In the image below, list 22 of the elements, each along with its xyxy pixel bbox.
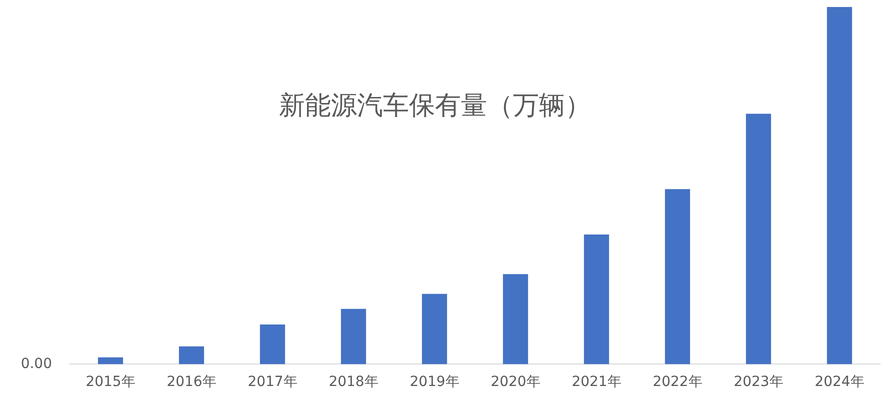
x-tick-label: 2020年	[490, 374, 540, 390]
bar	[826, 7, 852, 364]
x-tick-label: 2017年	[248, 374, 298, 390]
x-tick-label: 2019年	[410, 374, 460, 390]
x-tick-label: 2018年	[328, 374, 378, 390]
x-tick-label: 2016年	[166, 374, 216, 390]
x-tick-label: 2022年	[652, 374, 702, 390]
bar	[178, 346, 204, 364]
text: 0.00	[20, 356, 52, 372]
x-tick-label: 2015年	[86, 374, 136, 390]
text: 新能源汽车保有量（万辆）	[279, 90, 591, 121]
bar	[502, 274, 528, 364]
bar	[260, 324, 286, 364]
bar	[584, 234, 610, 364]
bar	[340, 308, 366, 364]
x-tick-label: 2024年	[814, 374, 864, 390]
bar	[98, 357, 124, 364]
bar	[664, 189, 690, 364]
x-tick-label: 2021年	[572, 374, 622, 390]
x-tick-label: 2023年	[734, 374, 784, 390]
bar	[422, 294, 448, 364]
bar	[746, 114, 772, 364]
